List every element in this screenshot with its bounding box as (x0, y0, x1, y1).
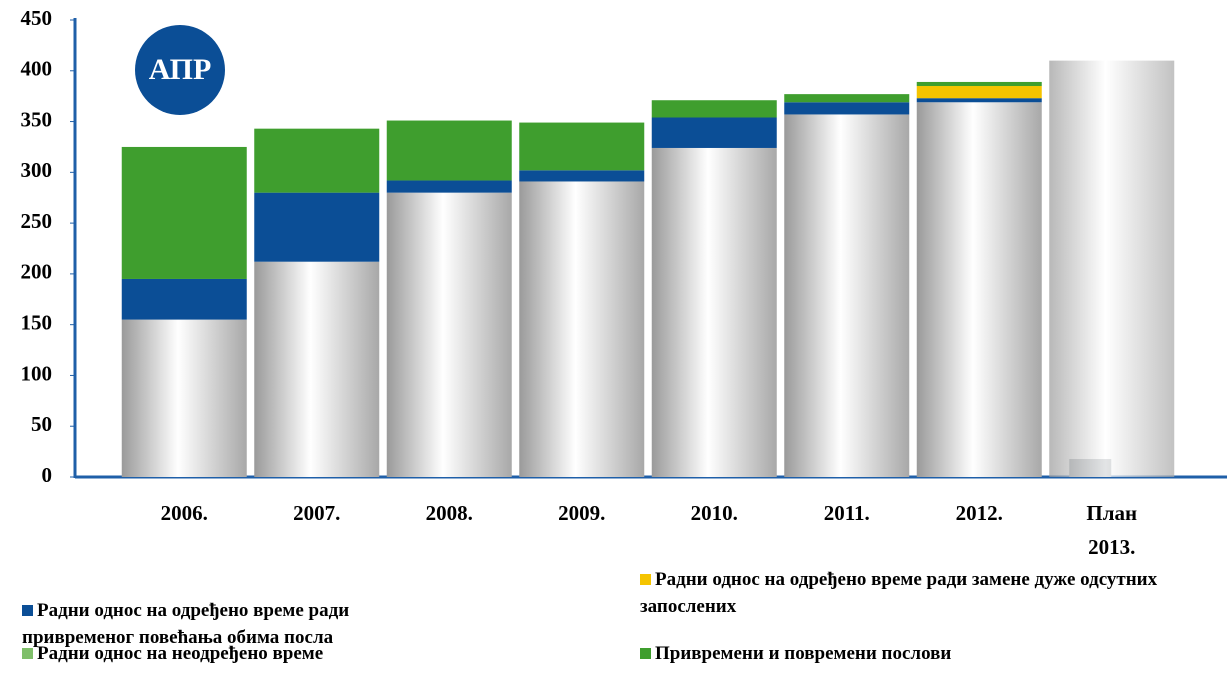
legend-label: Радни однос на одређено време ради привр… (22, 600, 350, 648)
bar-segment (386, 180, 512, 193)
legend-item: Радни однос на одређено време ради привр… (22, 597, 352, 651)
x-tick-label: 2009. (558, 501, 606, 525)
x-tick-label: 2011. (823, 501, 870, 525)
x-tick-label: 2006. (160, 501, 208, 525)
y-tick-label: 250 (21, 209, 53, 233)
bar-segment (784, 114, 910, 478)
bar-segment (254, 192, 380, 262)
legend-swatch (640, 648, 651, 659)
x-tick-label: План 2013. (1086, 501, 1138, 559)
bar-segment (784, 102, 910, 115)
y-tick-label: 300 (21, 158, 53, 182)
x-tick-label: 2008. (425, 501, 473, 525)
bar-segment (121, 146, 247, 279)
y-tick-label: 350 (21, 107, 53, 131)
x-tick-label: 2012. (955, 501, 1003, 525)
bar-segment (651, 147, 777, 477)
y-tick-label: 200 (21, 260, 53, 284)
bar-segment (254, 128, 380, 193)
legend-swatch (640, 574, 651, 585)
legend-item: Радни однос на неодређено време (22, 640, 352, 667)
logo-text: АПР (149, 53, 212, 86)
bar-segment (784, 94, 910, 103)
legend-swatch (22, 648, 33, 659)
bar-segment (519, 181, 645, 477)
y-tick-label: 450 (21, 6, 53, 30)
y-tick-label: 150 (21, 310, 53, 334)
bar-segment (519, 170, 645, 182)
bar-segment (519, 122, 645, 171)
y-tick-label: 400 (21, 57, 53, 81)
bar-segment (121, 278, 247, 320)
legend-label: Привремени и повремени послови (655, 643, 952, 664)
bar-segment (386, 192, 512, 477)
x-tick-label: 2007. (293, 501, 341, 525)
y-tick-label: 0 (42, 463, 53, 487)
legend-label: Радни однос на неодређено време (37, 643, 324, 664)
bar-segment (386, 120, 512, 181)
bar-segment (916, 81, 1042, 87)
y-tick-label: 100 (21, 361, 53, 385)
bar-segment (916, 98, 1042, 103)
bar-segment (916, 86, 1042, 99)
bar-segment (121, 319, 247, 477)
x-tick-label: 2010. (690, 501, 738, 525)
legend-swatch (22, 605, 33, 616)
legend-label: Радни однос на одређено време ради замен… (640, 569, 1158, 617)
bar-segment (916, 102, 1042, 477)
logo (135, 25, 225, 115)
bar-segment (651, 100, 777, 118)
bar-segment (1049, 60, 1175, 477)
y-tick-label: 50 (31, 412, 52, 436)
bar-segment (651, 117, 777, 148)
bar-segment (254, 261, 380, 477)
legend-item: Привремени и повремени послови (640, 640, 1200, 667)
legend-item: Радни однос на одређено време ради замен… (640, 566, 1200, 620)
